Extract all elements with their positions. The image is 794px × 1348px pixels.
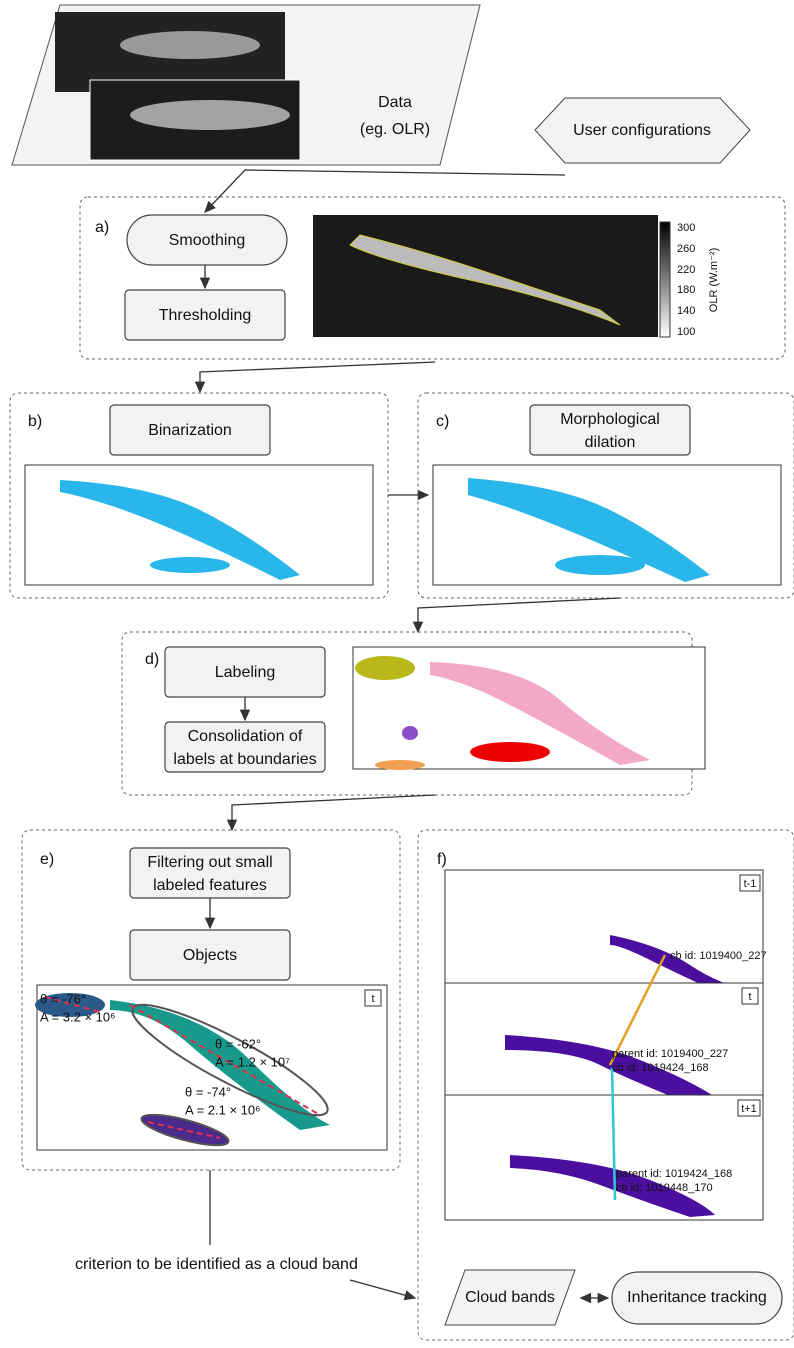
time-box <box>739 874 761 892</box>
cloud <box>430 662 650 765</box>
data-label: (eg. OLR) <box>360 121 430 138</box>
user-config-label: User configurations <box>573 122 711 139</box>
object <box>35 993 105 1017</box>
annotation: θ = -76° <box>40 991 86 1006</box>
annotation: A = 1.2 × 10⁷ <box>215 1054 290 1069</box>
cloud <box>468 478 710 582</box>
panel-label: c) <box>436 413 449 430</box>
track-link <box>608 954 667 1066</box>
track-link <box>610 1067 617 1201</box>
arrow <box>349 1279 417 1301</box>
annotation: θ = -62° <box>215 1036 261 1051</box>
time-label: t+1 <box>741 1103 757 1115</box>
track-map <box>444 982 764 1109</box>
consolidation-node <box>164 721 326 773</box>
colorbar-tick: 300 <box>677 222 695 234</box>
panel-label: e) <box>40 851 54 868</box>
colorbar-tick: 100 <box>677 326 695 338</box>
axis-line <box>147 1121 221 1139</box>
panel-d <box>121 631 693 796</box>
colorbar-tick: 180 <box>677 284 695 296</box>
object <box>110 1000 330 1130</box>
colorbar-tick: 220 <box>677 264 695 276</box>
annotation: θ = -74° <box>185 1084 231 1099</box>
annotation: A = 2.1 × 10⁶ <box>185 1102 260 1117</box>
track-map <box>444 869 764 996</box>
step-label: labels at boundaries <box>173 751 316 768</box>
colorbar-label: OLR (W.m⁻²) <box>708 248 720 312</box>
id-label: cb id: 1019448_170 <box>616 1182 713 1194</box>
arrow <box>194 361 436 394</box>
cloud <box>150 557 230 573</box>
arrow <box>412 597 621 634</box>
colorbar-tick: 260 <box>677 243 695 255</box>
time-box <box>741 987 759 1005</box>
arrow <box>204 169 566 213</box>
inheritance-label: Inheritance tracking <box>627 1289 767 1306</box>
annotation: A = 3.2 × 10⁶ <box>40 1009 115 1024</box>
cloud <box>555 555 645 575</box>
cloud <box>349 234 621 326</box>
axis-line <box>129 1004 321 1116</box>
cloud-bands-node <box>444 1269 576 1326</box>
data-label: Data <box>378 94 412 111</box>
cloud <box>120 31 260 59</box>
panel-label: d) <box>145 651 159 668</box>
time-box <box>737 1099 761 1117</box>
id-label: cb id: 1019424_168 <box>612 1062 709 1074</box>
step-label: Objects <box>183 947 237 964</box>
panel-a <box>79 196 786 360</box>
panel-label: a) <box>95 219 109 236</box>
colorbar <box>659 221 671 338</box>
id-label: parent id: 1019400_227 <box>612 1048 728 1060</box>
step-label: Thresholding <box>159 307 252 324</box>
step-label: labeled features <box>153 877 267 894</box>
panel-label: b) <box>28 413 42 430</box>
panel-e <box>21 829 401 1171</box>
step-label: Smoothing <box>169 232 246 249</box>
cloud <box>130 100 290 130</box>
time-label: t <box>748 991 751 1003</box>
cloud-bands-label: Cloud bands <box>465 1289 555 1306</box>
step-label: Consolidation of <box>188 728 303 745</box>
step-label: Filtering out small <box>147 854 272 871</box>
id-label: cb id: 1019400_227 <box>670 950 767 962</box>
panel-f <box>417 829 794 1341</box>
criterion-label: criterion to be identified as a cloud ba… <box>75 1256 358 1273</box>
panel-c <box>417 392 794 599</box>
object <box>140 1113 230 1147</box>
cloud <box>375 760 425 770</box>
dilation-node <box>529 404 691 456</box>
time-box <box>364 989 382 1007</box>
cloud <box>60 480 300 580</box>
cloud-band <box>510 1155 715 1217</box>
step-label: dilation <box>585 434 636 451</box>
smoothing-node <box>126 214 288 266</box>
user-config-node <box>534 97 751 164</box>
colorbar-tick: 140 <box>677 305 695 317</box>
step-label: Binarization <box>148 422 232 439</box>
id-label: parent id: 1019424_168 <box>616 1168 732 1180</box>
inheritance-node <box>611 1271 783 1325</box>
cloud-band <box>610 935 750 993</box>
cloud <box>470 742 550 762</box>
step-label: Morphological <box>560 411 660 428</box>
arrow <box>226 794 436 832</box>
objects-node <box>129 929 291 981</box>
binarization-node <box>109 404 271 456</box>
track-map <box>444 1094 764 1221</box>
time-label: t-1 <box>744 878 757 890</box>
cloud <box>402 726 418 740</box>
thresholding-node <box>124 289 286 341</box>
step-label: Labeling <box>215 664 276 681</box>
cloud <box>355 656 415 680</box>
panel-label: f) <box>437 851 447 868</box>
time-label: t <box>371 993 374 1005</box>
fit-ellipse <box>131 1003 329 1117</box>
